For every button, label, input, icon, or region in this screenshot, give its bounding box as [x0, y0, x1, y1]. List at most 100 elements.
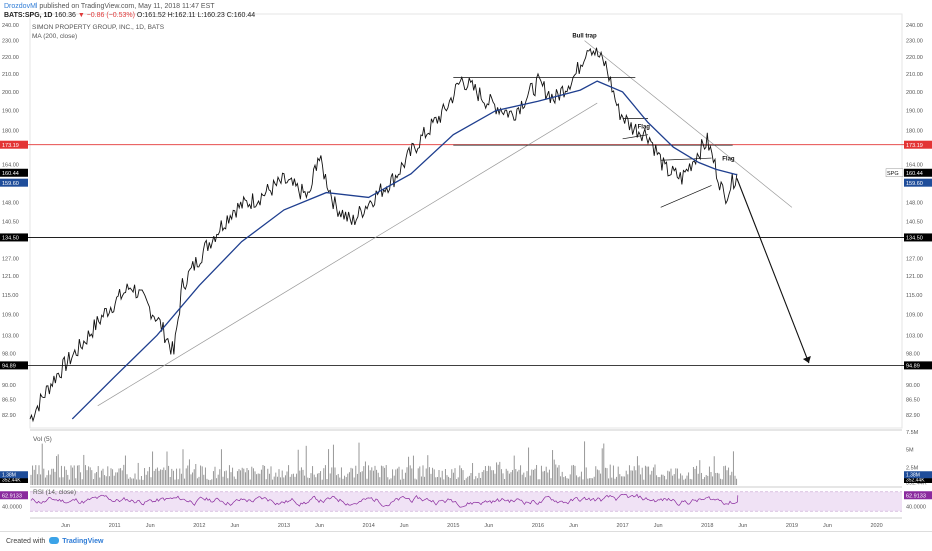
time-tick-label: Jun — [230, 523, 239, 529]
level-price-tag — [904, 361, 932, 370]
price-tick-label: 86.50 — [2, 397, 16, 403]
volume-tick-label: 352.44K — [906, 481, 927, 487]
volume-tick-label: 7.5M — [906, 430, 919, 436]
flag-line — [622, 134, 649, 140]
projection-arrow — [736, 178, 810, 364]
rsi-value-tag-label: 62.9133 — [2, 493, 22, 499]
price-tick-label: 230.00 — [2, 39, 19, 45]
price-tick-label: 140.50 — [2, 219, 19, 225]
symbol-price-tag-label: 160.44 — [2, 171, 19, 177]
price-tick-label: 200.00 — [906, 90, 923, 96]
price-tick-label: 127.00 — [2, 256, 19, 262]
price-tick-label: 103.00 — [2, 333, 19, 339]
bearish-resistance-trendline — [584, 40, 793, 208]
price-tick-label: 220.00 — [906, 55, 923, 61]
price-tick-label: 240.00 — [906, 23, 923, 29]
level-price-tag-label: 173.19 — [906, 143, 923, 149]
price-tick-label: 98.00 — [906, 352, 920, 358]
time-tick-label: Jun — [315, 523, 324, 529]
projection-arrow-head — [802, 356, 811, 364]
time-tick-label: 2011 — [109, 523, 121, 529]
tradingview-logo-icon — [49, 537, 60, 544]
price-tick-label: 121.00 — [2, 274, 19, 280]
price-series-line — [29, 47, 738, 423]
time-tick-label: Jun — [569, 523, 578, 529]
flag-line — [660, 157, 712, 161]
rsi-value-tag — [0, 491, 28, 500]
ma-legend[interactable]: MA (200, close) — [32, 33, 78, 40]
price-tick-label: 109.00 — [2, 313, 19, 319]
price-tick-label: 121.00 — [906, 274, 923, 280]
price-tick-label: 103.00 — [906, 333, 923, 339]
price-tick-label: 109.00 — [906, 313, 923, 319]
price-tick-label: 180.00 — [906, 129, 923, 135]
symbol-name-tag-label: SPG — [887, 171, 899, 177]
rsi-tick-label: 40.0000 — [2, 504, 22, 510]
volume-ma-tag — [904, 471, 932, 479]
price-tick-label: 164.00 — [2, 163, 19, 169]
level-price-tag-label: 94.89 — [2, 364, 16, 370]
chart-annotation: Flag — [638, 125, 651, 131]
volume-tick-label: 2.5M — [906, 465, 919, 471]
chart-legend-title: SIMON PROPERTY GROUP, INC., 1D, BATS — [32, 24, 165, 31]
price-tick-label: 90.00 — [2, 383, 16, 389]
chart-annotation: Bull trap — [572, 33, 597, 39]
price-change: ▼ −0.86 (−0.53%) — [77, 12, 135, 19]
volume-tag — [904, 476, 932, 483]
volume-legend[interactable]: Vol (5) — [33, 436, 52, 443]
price-pane — [29, 13, 903, 429]
time-tick-label: Jun — [61, 523, 70, 529]
ma-price-tag-label: 159.60 — [906, 181, 923, 187]
level-price-tag — [0, 361, 28, 370]
price-tick-label: 210.00 — [2, 72, 19, 78]
price-tick-label: 98.00 — [2, 352, 16, 358]
price-tick-label: 220.00 — [2, 55, 19, 61]
footer-bar: Created with TradingView — [0, 531, 932, 551]
price-tick-label: 127.00 — [906, 256, 923, 262]
price-tick-label: 82.90 — [906, 413, 920, 419]
time-tick-label: 2019 — [786, 523, 798, 529]
price-tick-label: 90.00 — [906, 383, 920, 389]
price-tick-label: 164.00 — [906, 163, 923, 169]
time-tick-label: 2016 — [532, 523, 544, 529]
long-term-support-trendline — [97, 102, 598, 407]
volume-ma-tag-label: 1.38M — [906, 473, 920, 479]
price-tick-label: 240.00 — [2, 23, 19, 29]
time-tick-label: 2014 — [363, 523, 375, 529]
time-tick-label: 2015 — [447, 523, 459, 529]
time-tick-label: Jun — [400, 523, 409, 529]
time-tick-label: 2017 — [616, 523, 628, 529]
level-price-tag — [0, 140, 28, 149]
time-tick-label: Jun — [823, 523, 832, 529]
publish-info: DrozdovMl published on TradingView.com, … — [4, 2, 215, 11]
symbol-price-tag — [904, 168, 932, 177]
symbol-info: BATS:SPG, 1D 160.36 ▼ −0.86 (−0.53%) O:1… — [4, 11, 255, 20]
rsi-band — [30, 491, 902, 512]
author-link[interactable]: DrozdovMl — [4, 3, 38, 10]
time-tick-label: Jun — [738, 523, 747, 529]
price-tick-label: 86.50 — [906, 397, 920, 403]
volume-tag — [0, 476, 28, 483]
level-price-tag-label: 134.50 — [2, 236, 19, 242]
rsi-legend[interactable]: RSI (14, close) — [33, 489, 76, 496]
chart-annotation: Flag — [722, 156, 735, 162]
rsi-value-tag-label: 62.9133 — [906, 493, 926, 499]
volume-tick-label: 5M — [906, 448, 914, 454]
price-tick-label: 180.00 — [2, 129, 19, 135]
level-price-tag-label: 94.89 — [906, 364, 920, 370]
price-tick-label: 190.00 — [906, 109, 923, 115]
created-with-label: Created with — [6, 538, 46, 545]
rsi-line — [30, 493, 739, 508]
tradingview-brand[interactable]: TradingView — [62, 538, 104, 545]
rsi-value-tag — [904, 491, 932, 500]
time-tick-label: 2020 — [870, 523, 882, 529]
last-price: 160.36 — [54, 12, 76, 19]
footer-text: Created with TradingView — [6, 537, 103, 545]
price-tick-label: 200.00 — [2, 90, 19, 96]
price-tick-label: 230.00 — [906, 39, 923, 45]
price-tick-label: 210.00 — [906, 72, 923, 78]
volume-tag-label: 352.44K — [906, 478, 925, 484]
moving-average-line — [71, 80, 738, 420]
level-price-tag-label: 173.19 — [2, 143, 19, 149]
